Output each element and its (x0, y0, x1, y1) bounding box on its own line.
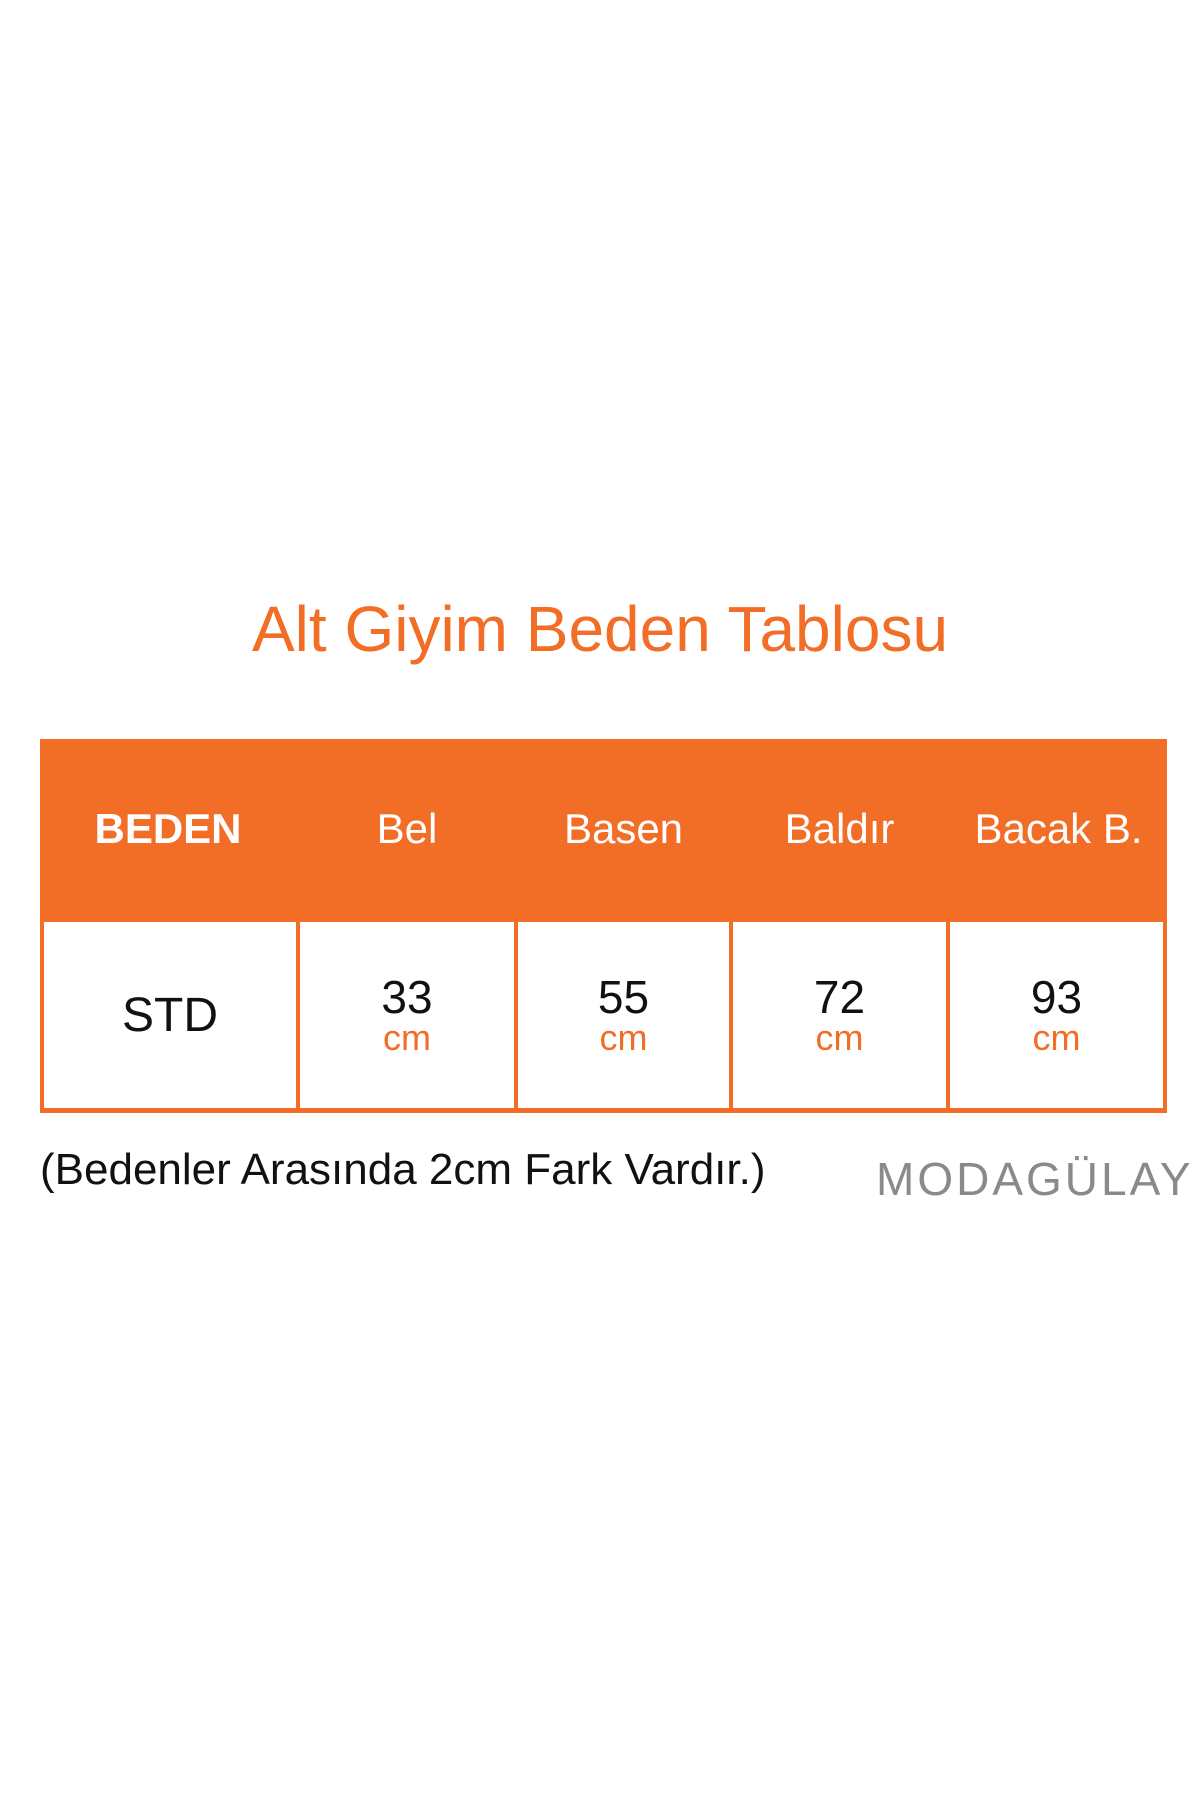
table-row-size: STD (44, 922, 296, 1108)
value-bel: 33 (381, 971, 433, 1023)
header-bacak: Bacak B. (974, 805, 1143, 852)
value-basen: 55 (597, 971, 650, 1023)
value-baldir: 72 (813, 971, 866, 1023)
cell-baldir: 72 cm (733, 922, 946, 1108)
header-beden: BEDEN (94, 805, 242, 852)
size-note: (Bedenler Arasında 2cm Fark Vardır.) (40, 1145, 766, 1194)
page-title: Alt Giyim Beden Tablosu (251, 593, 949, 665)
brand-logo: MODAGÜLAY (876, 1153, 1194, 1205)
unit-label: cm (599, 1017, 648, 1058)
unit-label: cm (815, 1017, 864, 1058)
unit-label: cm (1032, 1017, 1081, 1058)
size-table: BEDEN Bel Basen Baldır Bacak B. STD 33 c… (40, 739, 1167, 1113)
header-baldir: Baldır (784, 805, 895, 852)
unit-label: cm (383, 1017, 431, 1058)
header-basen: Basen (563, 805, 684, 852)
value-bacak: 93 (1030, 971, 1083, 1023)
header-bel: Bel (376, 805, 438, 852)
cell-basen: 55 cm (518, 922, 729, 1108)
size-label: STD (122, 988, 218, 1042)
cell-bel: 33 cm (300, 922, 514, 1108)
cell-bacak: 93 cm (950, 922, 1163, 1108)
